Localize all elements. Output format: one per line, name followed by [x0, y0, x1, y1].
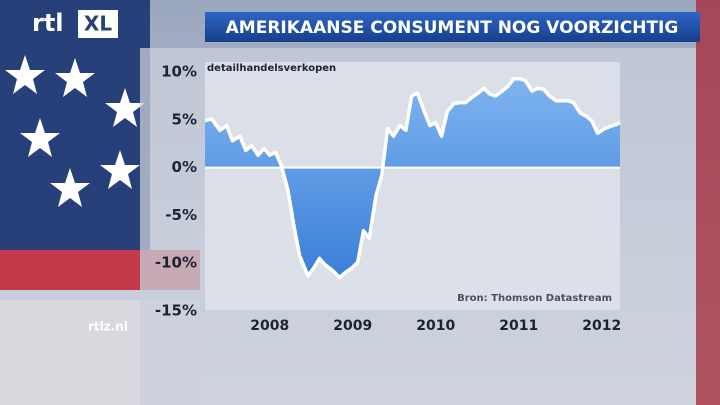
y-tick-label: -10% — [155, 254, 197, 272]
title-bar — [205, 12, 700, 42]
source-note: Bron: Thomson Datastream — [457, 293, 612, 304]
line — [204, 76, 621, 280]
x-tick-label: 2009 — [333, 318, 372, 334]
logo: rtl — [32, 9, 64, 37]
flag-edge — [696, 0, 720, 405]
area — [205, 78, 620, 278]
chart-title: AMERIKAANSE CONSUMENT NOG VOORZICHTIG — [226, 18, 679, 38]
y-tick-label: 10% — [161, 63, 197, 81]
y-tick-label: 0% — [172, 158, 197, 176]
flag-stars — [5, 55, 145, 207]
logo-suffix: XL — [84, 12, 112, 36]
y-tick-label: -15% — [155, 302, 197, 320]
y-tick-label: 5% — [172, 110, 197, 128]
x-tick-label: 2011 — [499, 318, 538, 334]
x-tick-label: 2012 — [582, 318, 621, 334]
website: rtlz.nl — [88, 320, 128, 334]
y-tick-label: -5% — [165, 206, 197, 224]
x-tick-label: 2008 — [250, 318, 289, 334]
x-tick-label: 2010 — [416, 318, 455, 334]
flag-canton — [0, 0, 150, 250]
logo-box — [78, 10, 118, 38]
y-axis-label: detailhandelsverkopen — [207, 63, 336, 74]
